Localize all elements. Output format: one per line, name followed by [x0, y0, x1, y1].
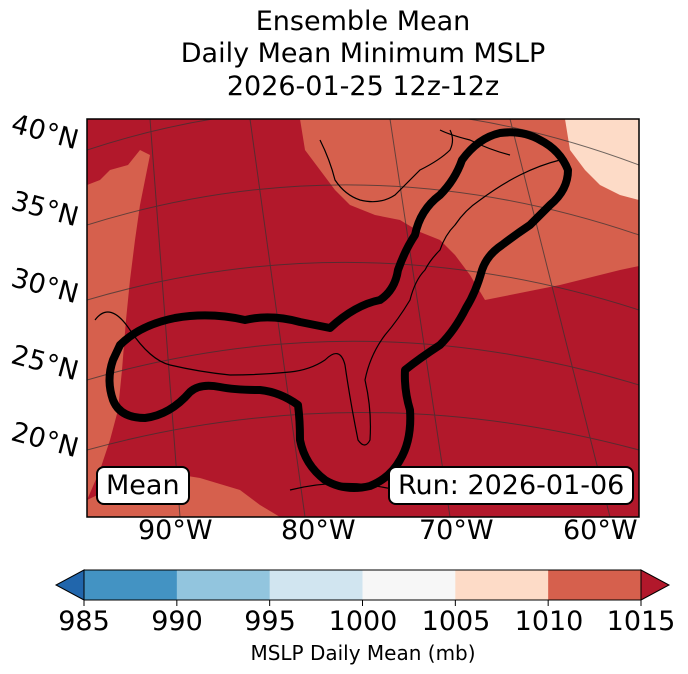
lon-label-80w: 80°W [281, 515, 356, 546]
colorbar-segment [455, 570, 549, 600]
colorbar-tick: 990 [151, 606, 203, 637]
colorbar-tick: 1010 [514, 606, 584, 637]
mean-label-box: Mean [96, 466, 190, 505]
colorbar-segment [362, 570, 456, 600]
colorbar-label: MSLP Daily Mean (mb) [250, 641, 476, 665]
pressure-region-northeast [300, 119, 639, 300]
lon-label-90w: 90°W [138, 515, 213, 546]
pressure-region-west [87, 119, 150, 500]
colorbar-segment [84, 570, 178, 600]
colorbar-extend-low [54, 569, 85, 601]
pressure-region-far-northeast [565, 119, 639, 200]
colorbar-segment [548, 570, 642, 600]
title-line-2: Daily Mean Minimum MSLP [180, 38, 546, 69]
colorbar-tick: 995 [244, 606, 296, 637]
colorbar-tick: 985 [58, 606, 110, 637]
map-frame [86, 118, 640, 518]
contour-line-1010 [105, 128, 572, 492]
lon-label-60w: 60°W [563, 515, 638, 546]
colorbar [54, 569, 671, 606]
colorbar-segment [176, 570, 271, 600]
title-line-1: Ensemble Mean [255, 6, 471, 37]
run-date-label-box: Run: 2026-01-06 [388, 466, 635, 505]
colorbar-extend-high [640, 569, 671, 601]
colorbar-segment [269, 570, 363, 600]
map-area [87, 119, 639, 517]
gridlines [87, 119, 639, 517]
title-line-3: 2026-01-25 12z-12z [226, 71, 500, 102]
lon-label-70w: 70°W [419, 515, 494, 546]
colorbar-tick: 1015 [606, 606, 676, 637]
colorbar-tick: 1000 [328, 606, 398, 637]
colorbar-tick: 1005 [421, 606, 491, 637]
